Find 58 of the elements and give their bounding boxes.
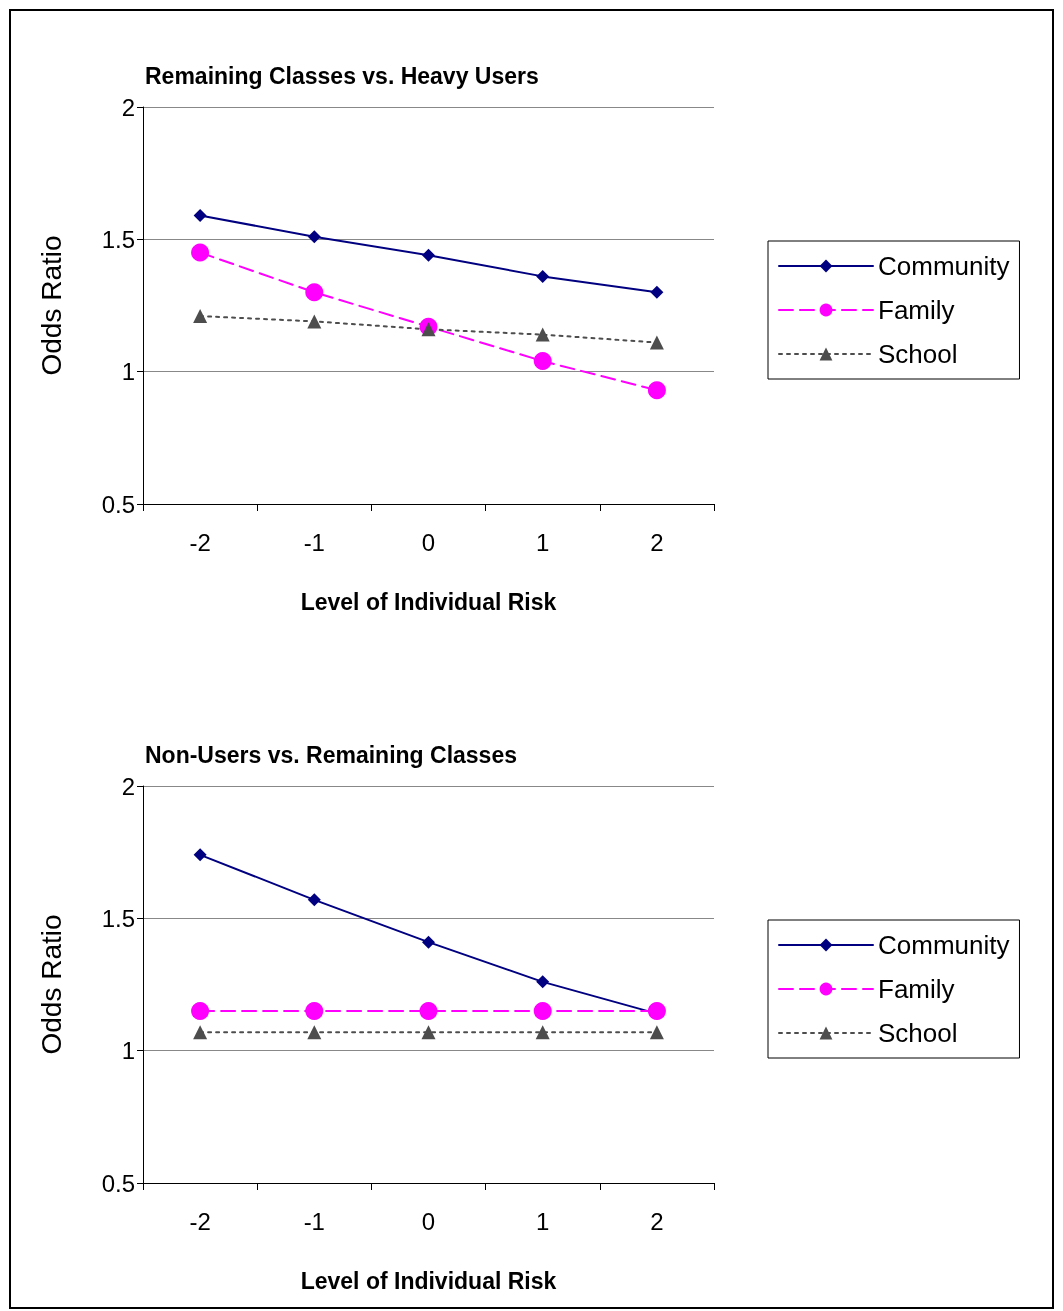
point [647, 1001, 666, 1020]
point [307, 1025, 322, 1040]
y-axis-title: Odds Ratio [35, 914, 67, 1055]
point [191, 243, 210, 262]
point [535, 1025, 550, 1040]
point [649, 335, 664, 350]
point [422, 935, 435, 949]
point [533, 1001, 552, 1020]
point [193, 1025, 208, 1040]
x-axis-title: Level of Individual Risk [300, 588, 557, 615]
legend-label: Family [878, 295, 955, 325]
point [419, 1001, 438, 1020]
point [422, 248, 435, 262]
legend-label: Family [878, 974, 955, 1004]
y-tick-label: 1 [121, 358, 135, 386]
x-tick-label: 0 [421, 1207, 436, 1235]
x-tick-label: 0 [421, 528, 436, 556]
legend-label: Community [878, 251, 1010, 281]
x-tick-label: 1 [536, 528, 550, 556]
y-tick-label: 1 [121, 1037, 135, 1065]
x-tick-label: -2 [189, 528, 211, 556]
y-tick-label: 2 [121, 772, 135, 800]
x-tick-label: -1 [303, 528, 325, 556]
point [305, 1001, 324, 1020]
x-tick-label: -2 [189, 1207, 211, 1235]
point [305, 283, 324, 302]
point [193, 209, 207, 223]
y-tick-label: 1.5 [101, 225, 135, 253]
point [421, 322, 436, 337]
x-tick-label: 2 [650, 1207, 664, 1235]
point [191, 1001, 210, 1020]
point [649, 1025, 664, 1040]
point [650, 285, 664, 299]
point [536, 975, 550, 989]
legend-label: School [878, 339, 958, 369]
y-tick-label: 0.5 [101, 490, 135, 518]
y-axis-title: Odds Ratio [35, 235, 67, 376]
point [421, 1025, 436, 1040]
point [536, 269, 550, 283]
point [535, 327, 550, 342]
legend-label: Community [878, 930, 1010, 960]
chart-title: Non-Users vs. Remaining Classes [145, 741, 517, 768]
point [307, 230, 321, 244]
point [193, 848, 207, 862]
y-tick-label: 1.5 [101, 904, 135, 932]
x-axis-title: Level of Individual Risk [300, 1267, 557, 1294]
x-tick-label: 2 [650, 528, 664, 556]
point [647, 381, 666, 400]
point [307, 314, 322, 329]
point [307, 893, 321, 907]
chart-title: Remaining Classes vs. Heavy Users [145, 62, 539, 89]
x-tick-label: 1 [536, 1207, 550, 1235]
point [533, 352, 552, 371]
legend-label: School [878, 1018, 958, 1048]
point [193, 309, 208, 324]
y-tick-label: 0.5 [101, 1169, 135, 1197]
x-tick-label: -1 [303, 1207, 325, 1235]
y-tick-label: 2 [121, 93, 135, 121]
